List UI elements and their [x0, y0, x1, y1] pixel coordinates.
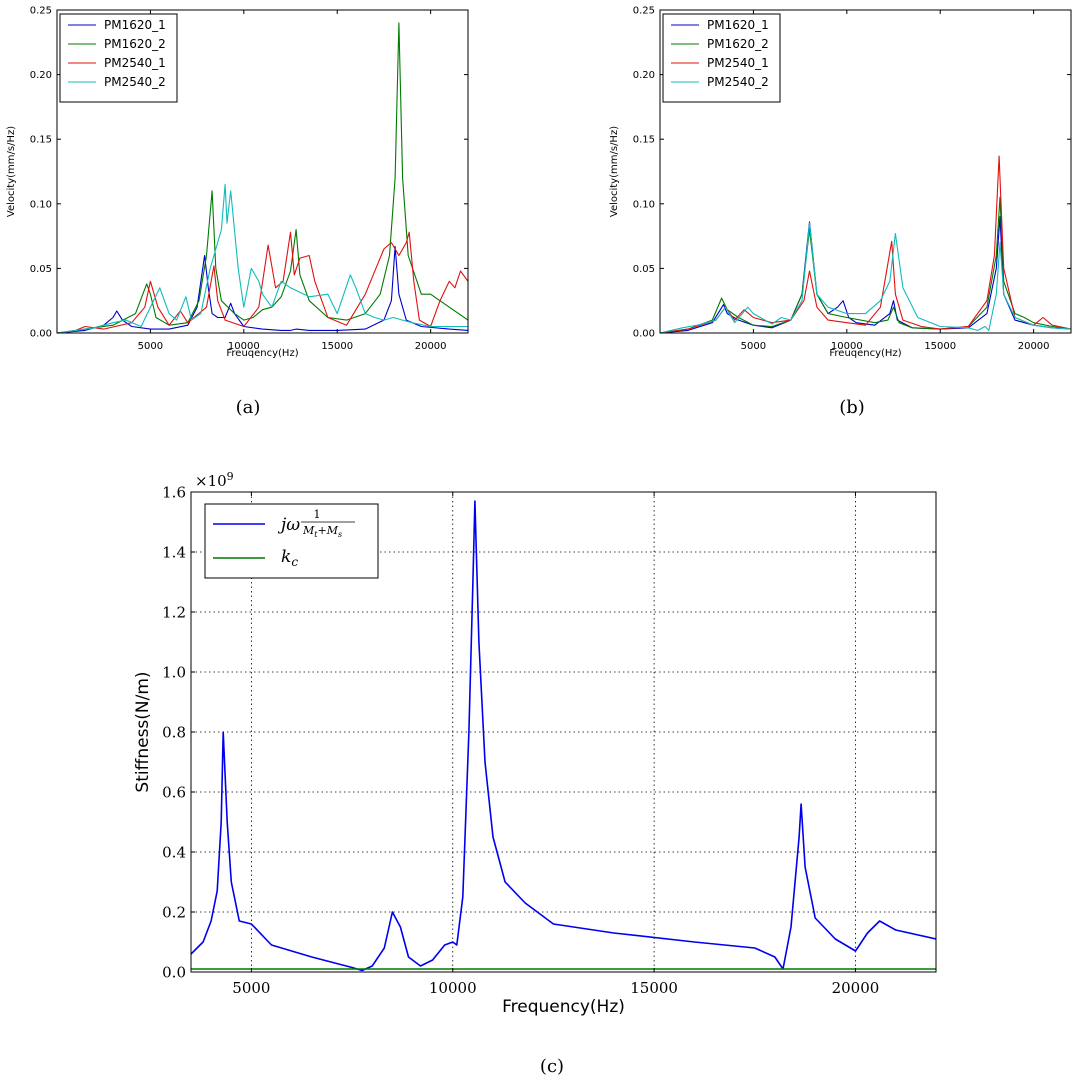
- y-tick-label: 0.05: [633, 264, 655, 275]
- legend-math-kc: kc: [281, 547, 298, 569]
- panel-caption: (b): [839, 397, 865, 418]
- legend-box: [662, 13, 781, 103]
- legend-label-1: PM1620_1: [104, 18, 166, 32]
- y-tick-label: 0.25: [633, 6, 655, 17]
- chart-panel-a: 5000 10000 15000 20000 0.00 0.05 0.10 0.15 0.20 0…: [6, 6, 469, 418]
- y-tick-label: 0.25: [30, 6, 52, 17]
- legend-label-1: PM1620_1: [707, 18, 769, 32]
- legend-math-m: M: [302, 524, 315, 537]
- x-tick-label: 20000: [415, 341, 447, 352]
- panel-caption: (c): [540, 1056, 564, 1077]
- legend-math-sub-c: c: [291, 555, 298, 569]
- series-line-4: [57, 183, 468, 333]
- legend-math-k: k: [281, 547, 291, 567]
- chart-panel-b: 5000 10000 15000 20000 0.00 0.05 0.10 0.15 0.20 0…: [609, 6, 1072, 418]
- y-tick-label: 1.2: [162, 603, 186, 621]
- legend-math-j-omega: jω: [277, 515, 300, 535]
- legend-label-4: PM2540_2: [104, 75, 166, 89]
- y-tick-label: 0.6: [162, 783, 186, 801]
- legend-box: [59, 13, 178, 103]
- legend-math-sub-t: t: [314, 530, 318, 539]
- y-tick-label: 0.8: [162, 723, 186, 741]
- axes-frame: [56, 9, 469, 334]
- legend-math-numerator: 1: [314, 508, 321, 521]
- x-tick-label: 10000: [228, 341, 260, 352]
- x-tick-label: 20000: [832, 979, 880, 997]
- series-line-2: [660, 196, 1071, 333]
- axis-scale-factor: ×109: [195, 470, 234, 490]
- y-tick-label: 0.4: [162, 843, 186, 861]
- x-tick-label: 15000: [630, 979, 678, 997]
- y-tick-label: 1.0: [162, 663, 186, 681]
- chart-panel-c: 5000 10000 15000 20000 0.0 0.2 0.4 0.6 0.8 1.0 1.2…: [133, 470, 937, 1077]
- y-tick-label: 1.4: [162, 543, 186, 561]
- x-tick-label: 5000: [138, 341, 163, 352]
- x-tick-label: 15000: [321, 341, 353, 352]
- x-tick-label: 5000: [741, 341, 766, 352]
- legend-label-2: PM1620_2: [707, 37, 769, 51]
- y-tick-label: 0.20: [633, 70, 655, 81]
- legend-label-3: PM2540_1: [707, 56, 769, 70]
- y-tick-label: 0.15: [30, 135, 52, 146]
- y-axis-label: Stiffness(N/m): [133, 671, 153, 792]
- legend-math-sub-s: s: [338, 530, 342, 539]
- y-tick-label: 0.00: [633, 329, 655, 340]
- x-tick-label: 20000: [1018, 341, 1050, 352]
- series-line-4: [660, 222, 1071, 333]
- y-tick-label: 0.15: [633, 135, 655, 146]
- legend-label-4: PM2540_2: [707, 75, 769, 89]
- axes-frame: [659, 9, 1072, 334]
- x-axis-label: Freuqency(Hz): [226, 348, 298, 359]
- axis-scale-base: ×10: [195, 472, 227, 490]
- legend-math-denominator: Mt+Ms: [302, 524, 342, 539]
- y-tick-label: 1.6: [162, 483, 186, 501]
- x-tick-label: 15000: [924, 341, 956, 352]
- series-line-3: [660, 155, 1071, 333]
- y-axis-label: Velocity(mm/s/Hz): [609, 126, 620, 217]
- x-tick-label: 10000: [831, 341, 863, 352]
- y-tick-label: 0.00: [30, 329, 52, 340]
- legend-math-plus: +: [317, 524, 326, 537]
- series-line-1: [191, 500, 936, 972]
- y-tick-label: 0.05: [30, 264, 52, 275]
- legend-label-3: PM2540_1: [104, 56, 166, 70]
- axis-scale-exponent: 9: [227, 470, 234, 483]
- x-tick-label: 10000: [429, 979, 477, 997]
- x-tick-label: 5000: [232, 979, 270, 997]
- y-tick-label: 0.20: [30, 70, 52, 81]
- x-axis-label: Frequency(Hz): [502, 997, 625, 1017]
- y-tick-label: 0.10: [30, 199, 52, 210]
- panel-caption: (a): [236, 397, 261, 418]
- legend-label-2: PM1620_2: [104, 37, 166, 51]
- y-axis-label: Velocity(mm/s/Hz): [6, 126, 17, 217]
- legend-box: [204, 503, 379, 579]
- y-tick-label: 0.2: [162, 903, 186, 921]
- series-line-3: [57, 231, 468, 333]
- series-line-1: [660, 216, 1071, 333]
- x-axis-label: Freuqency(Hz): [829, 348, 901, 359]
- legend-math-m2: M: [326, 524, 339, 537]
- y-tick-label: 0.0: [162, 963, 186, 981]
- y-tick-label: 0.10: [633, 199, 655, 210]
